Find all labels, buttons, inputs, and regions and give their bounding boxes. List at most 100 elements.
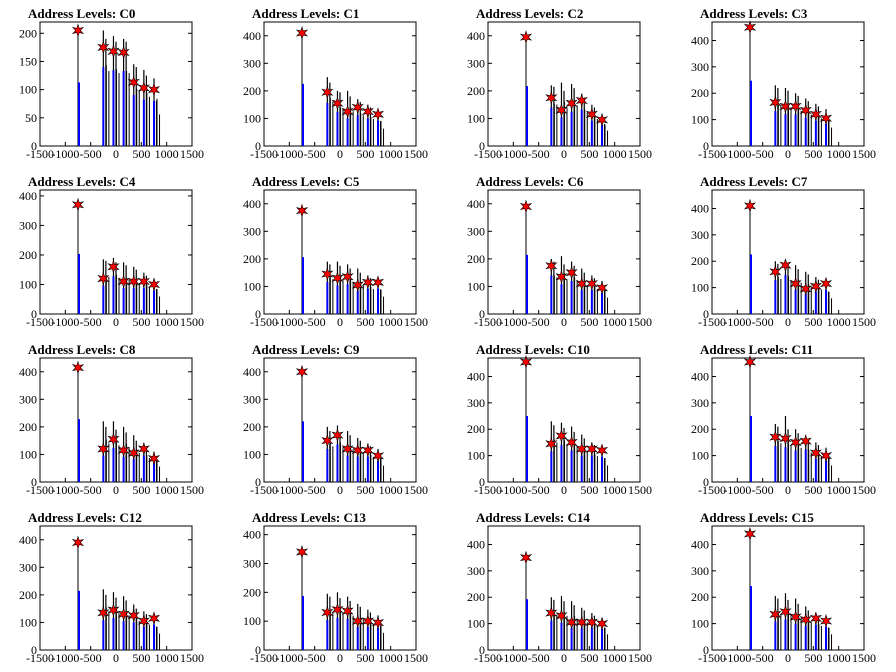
peak-marker — [341, 441, 354, 456]
peak-marker — [137, 80, 150, 95]
chart-title: Address Levels: C10 — [476, 342, 590, 357]
y-tick-label: 300 — [467, 224, 485, 238]
y-tick-label: 100 — [243, 614, 261, 628]
x-tick-label: -1000 — [499, 315, 527, 329]
y-tick-label: 300 — [467, 56, 485, 70]
y-tick-label: 300 — [19, 218, 37, 232]
chart-title: Address Levels: C12 — [28, 510, 142, 525]
chart-panel-15: Address Levels: C15 0 100 200 300 400 -1500 -10… — [672, 504, 896, 672]
x-tick-label: -1500 — [474, 315, 502, 329]
y-tick-label: 100 — [467, 111, 485, 125]
peak-marker — [295, 364, 309, 379]
x-tick-label: 500 — [580, 315, 598, 329]
x-tick-label: -1000 — [51, 651, 79, 665]
x-tick-label: 500 — [132, 483, 150, 497]
peak-marker — [585, 441, 598, 457]
x-tick-label: 1500 — [180, 315, 204, 329]
y-tick-label: 200 — [243, 84, 261, 98]
y-tick-label: 200 — [691, 86, 709, 100]
y-tick-label: 150 — [19, 54, 37, 68]
x-tick-label: -1000 — [51, 147, 79, 161]
peak-marker — [137, 441, 150, 456]
y-tick-label: 100 — [19, 615, 37, 629]
x-tick-label: -1500 — [26, 315, 54, 329]
x-tick-label: 1500 — [852, 147, 876, 161]
y-tick-label: 0 — [31, 643, 37, 657]
peak-marker — [117, 274, 130, 289]
peak-marker — [321, 267, 334, 282]
x-tick-label: -500 — [304, 147, 326, 161]
peak-marker — [769, 264, 782, 279]
chart-svg: 0 100 200 300 400 -1500-1000 -500 0 500 1000 1500 — [243, 357, 428, 497]
peak-marker — [295, 203, 309, 218]
x-tick-label: -1000 — [499, 147, 527, 161]
peak-marker — [575, 93, 588, 108]
y-tick-label: 300 — [19, 560, 37, 574]
chart-panel-9: Address Levels: C9 0 100 200 300 400 -1500 -100… — [224, 336, 448, 504]
y-tick-label: 300 — [691, 564, 709, 578]
x-tick-label: -500 — [80, 651, 102, 665]
x-tick-label: -1000 — [275, 315, 303, 329]
x-tick-label: 1500 — [852, 315, 876, 329]
y-tick-label: 100 — [467, 449, 485, 463]
peak-marker — [519, 199, 533, 214]
y-tick-label: 0 — [479, 475, 485, 489]
y-tick-label: 100 — [19, 447, 37, 461]
y-tick-label: 100 — [243, 111, 261, 125]
peak-marker — [371, 107, 385, 122]
x-tick-label: 1000 — [827, 315, 851, 329]
peak-marker — [575, 441, 588, 457]
peak-marker — [331, 428, 344, 443]
peak-marker — [555, 608, 568, 623]
chart-title: Address Levels: C3 — [700, 6, 808, 21]
peak-marker — [71, 197, 85, 212]
y-tick-label: 0 — [479, 307, 485, 321]
x-tick-label: -500 — [528, 147, 550, 161]
chart-svg: 0 100 200 300 400 -1500-1000 -500 0 500 1000 1500 — [691, 525, 876, 665]
x-tick-label: 0 — [561, 483, 567, 497]
peak-marker — [545, 90, 558, 105]
x-tick-label: 1000 — [155, 651, 179, 665]
chart-svg: 0 100 200 300 400 -1500-1000 -500 0 500 1000 1500 — [467, 21, 652, 161]
y-tick-label: 100 — [691, 449, 709, 463]
peak-marker — [97, 441, 110, 456]
y-tick-label: 400 — [691, 537, 709, 551]
y-tick-label: 100 — [243, 279, 261, 293]
x-tick-label: 0 — [561, 147, 567, 161]
y-tick-label: 300 — [243, 556, 261, 570]
x-tick-label: -1500 — [474, 651, 502, 665]
peak-marker — [799, 103, 812, 118]
x-tick-label: -500 — [752, 147, 774, 161]
x-tick-label: -1500 — [250, 147, 278, 161]
y-tick-label: 100 — [691, 281, 709, 295]
peak-marker — [71, 23, 85, 38]
y-tick-label: 200 — [19, 420, 37, 434]
chart-panel-7: Address Levels: C7 0 100 200 300 400 -1500 -100… — [672, 168, 896, 336]
x-tick-label: -1000 — [51, 483, 79, 497]
x-tick-label: 500 — [580, 651, 598, 665]
chart-title: Address Levels: C8 — [28, 342, 136, 357]
y-tick-label: 100 — [691, 617, 709, 631]
peak-marker — [585, 276, 598, 291]
x-tick-label: 1500 — [628, 147, 652, 161]
peak-marker — [769, 95, 782, 110]
peak-marker — [71, 535, 85, 550]
x-tick-label: 1500 — [404, 483, 428, 497]
y-tick-label: 400 — [19, 189, 37, 203]
x-tick-label: -1500 — [698, 147, 726, 161]
x-tick-label: -1500 — [698, 315, 726, 329]
peak-marker — [809, 445, 822, 461]
x-tick-label: 1000 — [155, 147, 179, 161]
x-tick-label: 500 — [804, 315, 822, 329]
x-tick-label: 1500 — [404, 651, 428, 665]
peak-marker — [769, 430, 782, 445]
peak-marker — [321, 433, 334, 448]
x-tick-label: -1500 — [26, 147, 54, 161]
x-tick-label: -1000 — [723, 315, 751, 329]
peak-marker — [743, 354, 757, 369]
x-tick-label: -1000 — [275, 651, 303, 665]
x-tick-label: -500 — [304, 315, 326, 329]
chart-panel-5: Address Levels: C5 0 100 200 300 400 -1500 -100… — [224, 168, 448, 336]
peak-marker — [147, 451, 161, 466]
